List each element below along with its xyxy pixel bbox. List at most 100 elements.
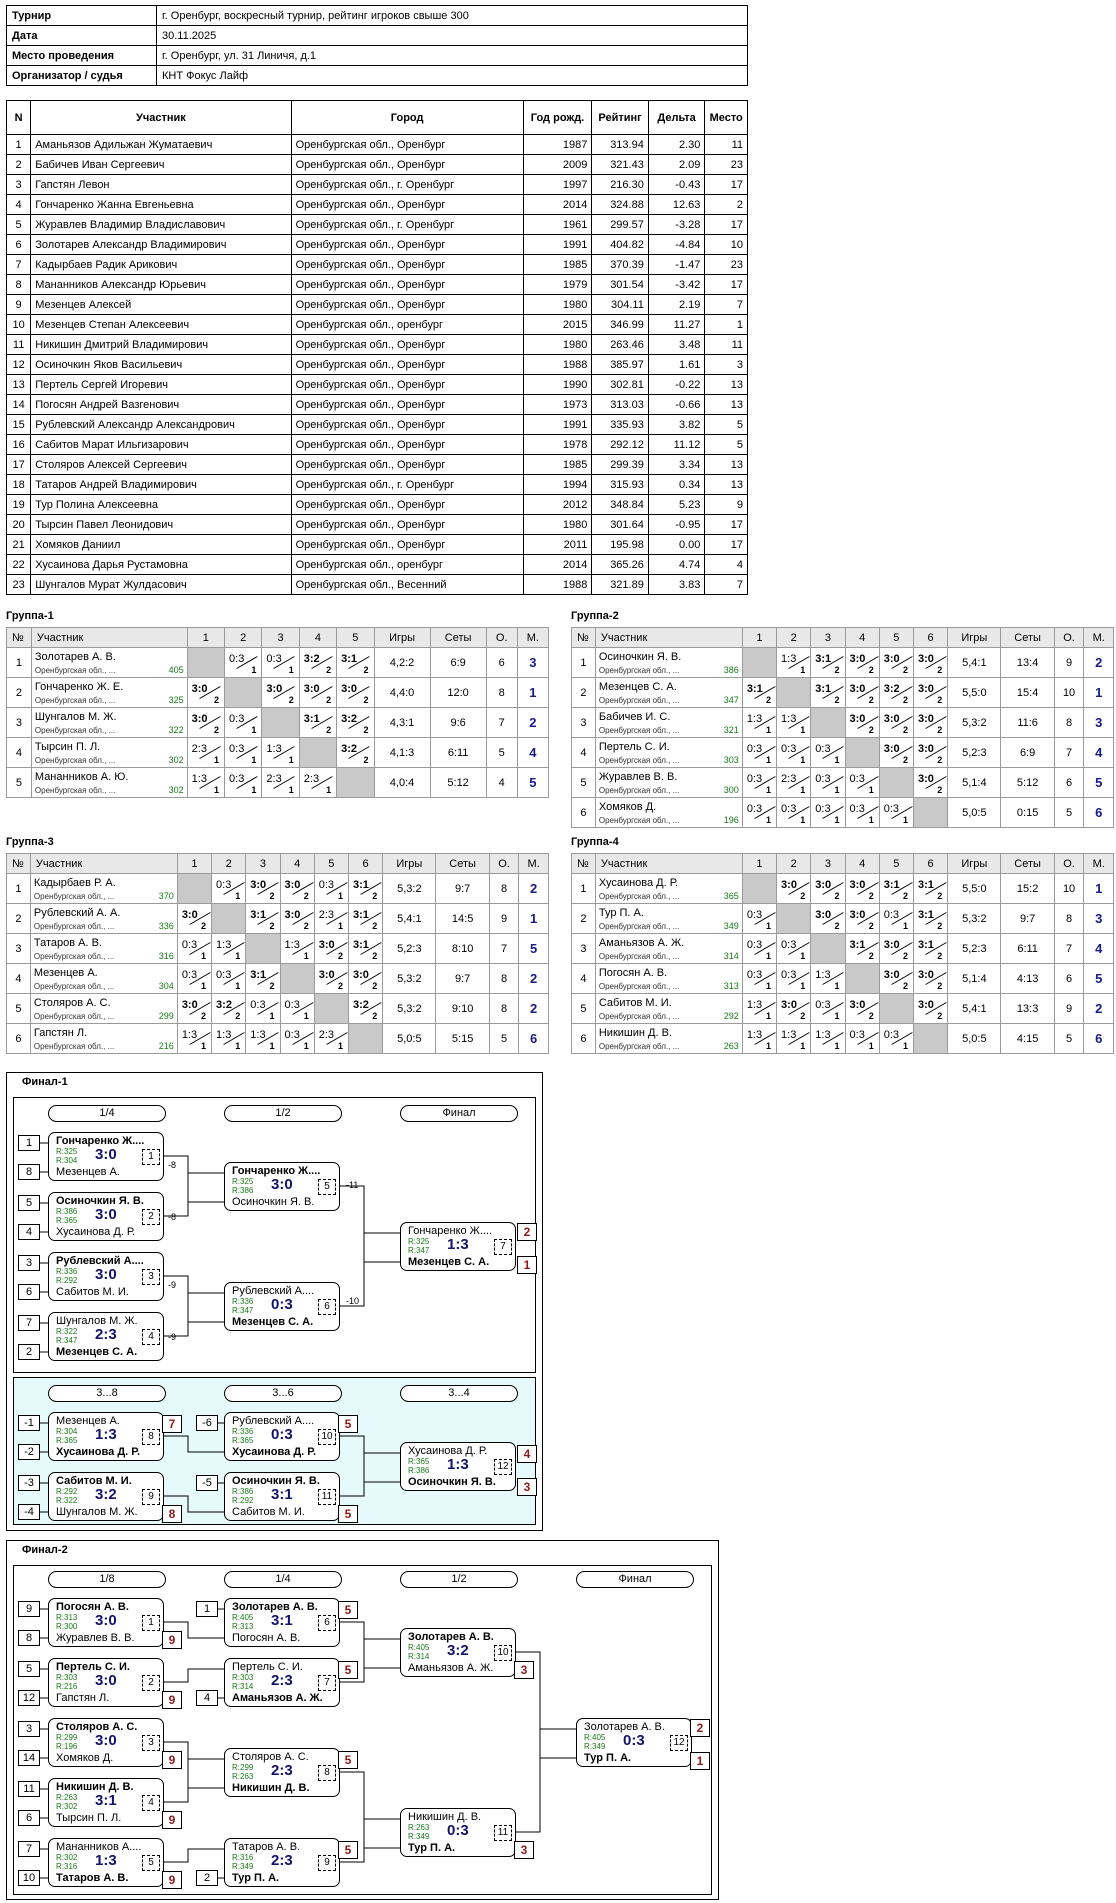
group-player-region: Оренбургская обл., ... <box>598 922 680 931</box>
match-score: 3:0 <box>849 683 866 695</box>
group-player-rating: 316 <box>158 951 174 961</box>
player-birth-year: 1980 <box>522 514 593 535</box>
player-name: Пертель Сергей Игоревич <box>30 374 292 395</box>
info-value: 30.11.2025 <box>156 25 748 46</box>
group-header-col: 2 <box>776 853 812 874</box>
player-birth-year: 1979 <box>522 274 593 295</box>
player-name: Мезенцев Степан Алексеевич <box>30 314 292 335</box>
match-points: 1 <box>337 1041 343 1051</box>
group-score-cell: 0:3 1 <box>741 963 778 994</box>
player-birth-year: 1988 <box>522 574 593 595</box>
group-score-cell: 3:0 2 <box>810 873 846 904</box>
player-rating: 313.03 <box>591 394 649 415</box>
match-box: Погосян А. В. R:313 R:300 3:0 1 Журавлев В. В… <box>48 1598 164 1647</box>
match-points: 2 <box>937 665 943 675</box>
match-rating-2: R:365 <box>232 1436 254 1445</box>
round-header: 1/2 <box>400 1571 518 1588</box>
group-diagonal-cell <box>336 767 375 798</box>
place-badge: 1 <box>690 1752 710 1770</box>
match-number: 3 <box>142 1269 160 1285</box>
match-points: 1 <box>235 891 241 901</box>
match-score: 3:0 <box>883 969 900 981</box>
match-player-1: Столяров А. С. <box>56 1721 138 1733</box>
player-city: Оренбургская обл., Оренбург <box>290 514 524 535</box>
group-player-name: Хомяков Д. <box>598 801 657 813</box>
match-points: 1 <box>834 815 840 825</box>
match-points: 1 <box>235 981 241 991</box>
match-score: 0:3 <box>181 969 198 981</box>
group-row-number: 1 <box>571 647 596 678</box>
match-score: 3:0 <box>883 939 900 951</box>
match-number: 6 <box>318 1299 336 1315</box>
group-player-rating: 302 <box>168 755 184 765</box>
player-rating: 321.89 <box>591 574 649 595</box>
group-score-cell: 0:3 1 <box>741 903 778 934</box>
match-points: 1 <box>800 951 806 961</box>
table-row: 6 Хомяков Д. Оренбургская обл., ... 196 0:3 1… <box>571 797 1114 828</box>
player-place: 11 <box>704 334 748 355</box>
player-city: Оренбургская обл., Оренбург <box>290 394 524 415</box>
group-score-cell: 3:0 2 <box>186 707 226 738</box>
table-row: 4 Мезенцев А. Оренбургская обл., ... 304 0:3… <box>6 963 549 994</box>
group-sets: 9:6 <box>429 707 487 738</box>
group-player-name: Аманьязов А. Ж. <box>598 937 685 949</box>
group-header-points: О. <box>1053 853 1085 874</box>
table-row: 10 Мезенцев Степан Алексеевич Оренбургская… <box>5 314 748 335</box>
player-number: 13 <box>5 374 32 395</box>
match-box: Никишин Д. В. R:263 R:302 3:1 4 Тырсин П. Л. <box>48 1778 164 1827</box>
match-number: 10 <box>318 1429 336 1445</box>
group-sets: 5:12 <box>429 767 487 798</box>
group-score-cell: 1:3 1 <box>776 1023 812 1054</box>
player-number: 4 <box>5 194 32 215</box>
match-points: 1 <box>902 1041 908 1051</box>
group-score-cell: 3:0 2 <box>176 993 213 1024</box>
match-points: 2 <box>868 1011 874 1021</box>
match-player-1: Погосян А. В. <box>56 1601 129 1613</box>
place-badge: 3 <box>514 1661 534 1679</box>
player-rating: 346.99 <box>591 314 649 335</box>
match-score: 0:3 <box>284 999 300 1011</box>
players-header-cell: Город <box>290 100 524 135</box>
group-header-row: № Участник 1 2 3 4 5 Игры Сеты О. М. <box>6 627 550 648</box>
match-player-2: Хусаинова Д. Р. <box>232 1446 317 1458</box>
match-score: 0:3 <box>883 1029 900 1041</box>
group-games: 5,4:1 <box>947 647 1002 678</box>
final2-frame <box>6 1540 719 1900</box>
group-score-cell: 3:0 2 <box>912 737 949 768</box>
table-row: 13 Пертель Сергей Игоревич Оренбургская об… <box>5 374 748 395</box>
group-player-name: Осиночкин Я. В. <box>598 651 682 663</box>
match-score: 1:3 <box>266 743 282 755</box>
match-rating-2: R:386 <box>232 1186 254 1195</box>
player-number: 22 <box>5 554 32 575</box>
match-points: 2 <box>363 725 369 735</box>
group-score-cell: 1:3 1 <box>776 707 812 738</box>
group-diagonal-cell <box>224 677 263 708</box>
match-number: 4 <box>142 1795 160 1811</box>
group-score-cell: 3:2 2 <box>336 707 375 738</box>
match-score: 3:1 <box>815 653 832 665</box>
match-number: 8 <box>318 1765 336 1781</box>
match-score: 2:3 <box>318 1029 335 1041</box>
table-row: 1 Хусаинова Д. Р. Оренбургская обл., ... 36… <box>571 873 1114 904</box>
seed-number: 9 <box>18 1601 40 1617</box>
match-points: 1 <box>800 665 806 675</box>
player-rating: 321.43 <box>591 154 649 175</box>
player-number: 3 <box>5 174 32 195</box>
match-rating-1: R:325 <box>56 1147 78 1156</box>
match-rating-1: R:325 <box>408 1237 430 1246</box>
group-player-cell: Хомяков Д. Оренбургская обл., ... 196 <box>594 797 743 828</box>
match-player-1: Пертель С. И. <box>56 1661 130 1673</box>
group-score-cell: 3:2 2 <box>298 647 338 678</box>
group-player-name: Мезенцев А. <box>33 967 98 979</box>
group-player-region: Оренбургская обл., ... <box>598 696 680 705</box>
match-box: Столяров А. С. R:299 R:196 3:0 3 Хомяков Д. <box>48 1718 164 1767</box>
player-rating: 301.64 <box>591 514 649 535</box>
match-points: 1 <box>766 725 772 735</box>
match-points: 1 <box>214 785 220 795</box>
match-box: Рублевский А.... R:336 R:347 0:3 6 Мезенцев С… <box>224 1282 340 1331</box>
group-player-name: Татаров А. В. <box>33 937 102 949</box>
group-score-cell: 3:0 2 <box>776 993 812 1024</box>
group-player-region: Оренбургская обл., ... <box>34 666 116 675</box>
match-points: 1 <box>337 921 343 931</box>
group-row-number: 2 <box>6 903 31 934</box>
